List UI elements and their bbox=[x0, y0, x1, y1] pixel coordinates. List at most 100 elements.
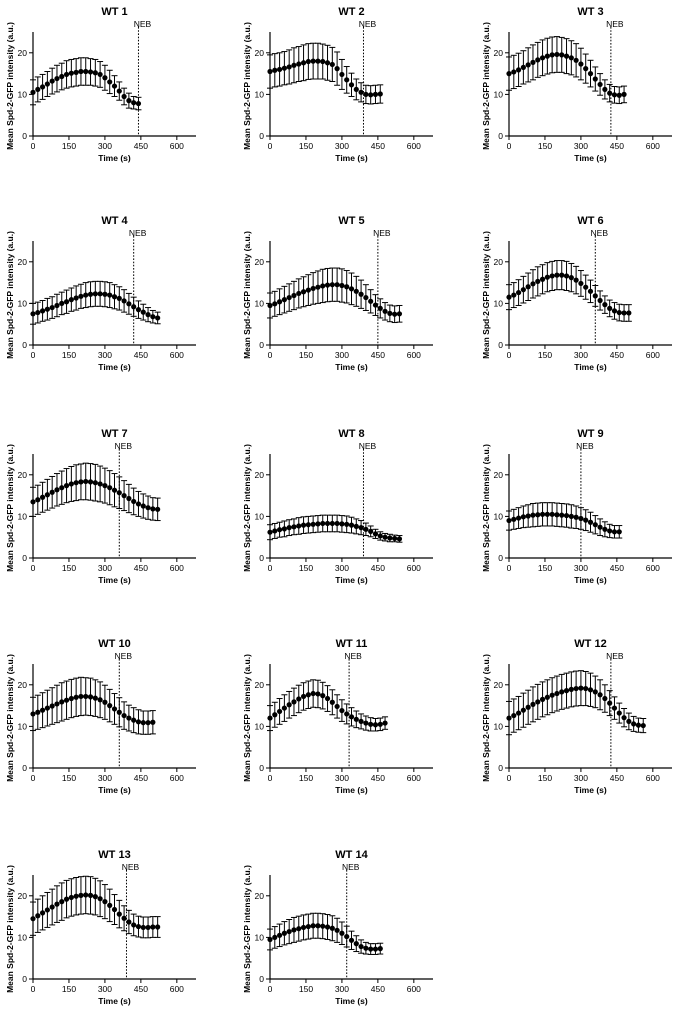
data-point bbox=[626, 310, 632, 316]
data-point bbox=[587, 71, 594, 77]
x-tick-label: 150 bbox=[62, 773, 76, 783]
data-point bbox=[578, 280, 584, 287]
data-point bbox=[73, 295, 79, 301]
data-point bbox=[520, 64, 526, 70]
neb-label: NEB bbox=[129, 228, 147, 238]
data-point bbox=[511, 712, 517, 719]
y-tick-label: 20 bbox=[255, 680, 265, 690]
data-point bbox=[276, 708, 283, 715]
y-tick-label: 0 bbox=[259, 553, 264, 563]
data-point bbox=[135, 501, 142, 507]
y-axis-label: Mean Spd-2-GFP intensity (a.u.) bbox=[242, 654, 252, 782]
chart-panel-1: WT 1 0 10 20 0 150 300 450 600 Time (s) Mean Spd-2… bbox=[5, 6, 196, 163]
data-point bbox=[68, 297, 74, 303]
data-point bbox=[54, 302, 60, 309]
data-point bbox=[348, 82, 355, 88]
data-point bbox=[520, 287, 526, 293]
data-point bbox=[102, 291, 108, 297]
data-point bbox=[54, 701, 60, 707]
y-tick-label: 10 bbox=[255, 89, 265, 99]
data-point bbox=[368, 92, 374, 98]
chart-panel-8: WT 8 0 10 20 0 150 300 450 600 Time (s) Mean Spd-2… bbox=[242, 428, 433, 585]
x-tick-label: 450 bbox=[134, 984, 148, 994]
y-tick-label: 0 bbox=[259, 131, 264, 141]
data-point bbox=[286, 702, 292, 708]
data-point bbox=[131, 304, 137, 310]
chart-title: WT 13 bbox=[98, 849, 130, 861]
data-point bbox=[102, 483, 108, 489]
data-point bbox=[348, 522, 355, 528]
data-point bbox=[83, 892, 89, 898]
data-point bbox=[353, 288, 359, 294]
data-point bbox=[102, 75, 108, 81]
data-point bbox=[97, 481, 103, 487]
data-point bbox=[59, 300, 65, 306]
y-axis-label: Mean Spd-2-GFP intensity (a.u.) bbox=[242, 865, 252, 993]
data-point bbox=[305, 692, 311, 698]
x-tick-label: 450 bbox=[134, 350, 148, 360]
data-point bbox=[39, 707, 46, 713]
y-tick-label: 0 bbox=[259, 974, 264, 984]
chart-panel-9: WT 9 0 10 20 0 150 300 450 600 Time (s) Mean Spd-2… bbox=[481, 428, 672, 585]
x-axis-label: Time (s) bbox=[98, 785, 131, 795]
x-tick-label: 150 bbox=[62, 350, 76, 360]
data-point bbox=[611, 92, 618, 98]
y-tick-label: 20 bbox=[255, 891, 265, 901]
data-point bbox=[107, 902, 113, 908]
data-point bbox=[640, 722, 646, 729]
data-point bbox=[396, 311, 403, 317]
data-point bbox=[145, 312, 151, 318]
x-tick-label: 450 bbox=[610, 563, 624, 573]
y-tick-label: 10 bbox=[494, 89, 504, 99]
data-point bbox=[92, 695, 98, 701]
data-point bbox=[291, 62, 297, 68]
data-point bbox=[87, 892, 94, 898]
data-point bbox=[78, 68, 84, 75]
y-tick-label: 10 bbox=[18, 932, 28, 942]
data-point bbox=[525, 62, 531, 68]
data-point bbox=[544, 511, 550, 517]
chart-title: WT 4 bbox=[101, 215, 128, 227]
y-tick-label: 10 bbox=[255, 721, 265, 731]
data-point bbox=[63, 697, 70, 703]
y-tick-label: 0 bbox=[498, 131, 503, 141]
y-tick-label: 10 bbox=[18, 511, 28, 521]
data-point bbox=[339, 282, 345, 289]
data-point bbox=[87, 694, 94, 700]
y-tick-label: 0 bbox=[498, 340, 503, 350]
data-point bbox=[44, 306, 50, 312]
data-point bbox=[554, 690, 560, 697]
data-point bbox=[382, 308, 388, 314]
y-tick-label: 0 bbox=[259, 340, 264, 350]
x-tick-label: 600 bbox=[407, 563, 421, 573]
x-tick-label: 0 bbox=[507, 563, 512, 573]
x-tick-label: 600 bbox=[170, 984, 184, 994]
data-point bbox=[73, 694, 79, 700]
data-point bbox=[535, 278, 541, 284]
y-tick-label: 0 bbox=[498, 763, 503, 773]
data-point bbox=[616, 309, 622, 316]
x-axis-label: Time (s) bbox=[98, 575, 131, 585]
data-point bbox=[372, 302, 379, 308]
data-point bbox=[358, 718, 364, 725]
data-point bbox=[621, 715, 627, 721]
data-point bbox=[320, 283, 326, 289]
data-point bbox=[344, 77, 350, 83]
data-point bbox=[276, 932, 283, 938]
data-point bbox=[111, 294, 118, 300]
data-point bbox=[300, 289, 307, 295]
data-point bbox=[511, 69, 517, 75]
data-point bbox=[549, 511, 555, 517]
data-point bbox=[310, 923, 316, 929]
data-point bbox=[573, 685, 579, 692]
data-point bbox=[539, 511, 546, 517]
x-tick-label: 0 bbox=[268, 984, 273, 994]
data-point bbox=[291, 927, 297, 933]
data-point bbox=[276, 66, 283, 73]
data-point bbox=[320, 923, 326, 929]
data-point bbox=[506, 517, 512, 524]
x-tick-label: 150 bbox=[62, 141, 76, 151]
data-point bbox=[320, 58, 326, 65]
data-point bbox=[272, 67, 278, 73]
data-point bbox=[300, 924, 307, 931]
